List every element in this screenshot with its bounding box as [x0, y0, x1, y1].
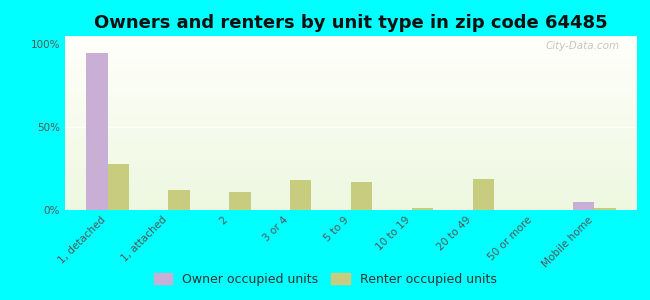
- Bar: [65, 51, 637, 53]
- Bar: [65, 160, 637, 162]
- Bar: [65, 123, 637, 125]
- Bar: [65, 80, 637, 82]
- Bar: [65, 184, 637, 186]
- Bar: [65, 38, 637, 40]
- Bar: [65, 177, 637, 179]
- Bar: [65, 149, 637, 151]
- Bar: [65, 132, 637, 134]
- Bar: [65, 169, 637, 171]
- Bar: [65, 199, 637, 201]
- Bar: [65, 108, 637, 110]
- Bar: [65, 82, 637, 84]
- Bar: [65, 203, 637, 206]
- Bar: [65, 121, 637, 123]
- Bar: [65, 99, 637, 101]
- Bar: [65, 118, 637, 121]
- Bar: [65, 206, 637, 208]
- Bar: [65, 145, 637, 147]
- Bar: [65, 179, 637, 182]
- Bar: [108, 164, 129, 210]
- Bar: [65, 88, 637, 90]
- Bar: [65, 86, 637, 88]
- Bar: [65, 162, 637, 164]
- Bar: [65, 116, 637, 119]
- Bar: [65, 90, 637, 92]
- Bar: [65, 201, 637, 203]
- Bar: [351, 182, 372, 210]
- Bar: [65, 58, 637, 60]
- Bar: [65, 190, 637, 193]
- Bar: [65, 171, 637, 173]
- Bar: [65, 71, 637, 73]
- Bar: [65, 40, 637, 43]
- Bar: [65, 92, 637, 95]
- Bar: [65, 134, 637, 136]
- Bar: [65, 158, 637, 160]
- Bar: [65, 110, 637, 112]
- Bar: [65, 156, 637, 158]
- Bar: [65, 45, 637, 47]
- Text: City-Data.com: City-Data.com: [546, 41, 620, 51]
- Bar: [65, 101, 637, 104]
- Bar: [65, 125, 637, 127]
- Bar: [65, 147, 637, 149]
- Bar: [65, 103, 637, 106]
- Bar: [65, 208, 637, 210]
- Bar: [229, 192, 251, 210]
- Bar: [65, 62, 637, 64]
- Bar: [65, 153, 637, 156]
- Bar: [65, 173, 637, 175]
- Bar: [65, 136, 637, 138]
- Bar: [412, 208, 433, 210]
- Bar: [573, 202, 594, 210]
- Bar: [65, 53, 637, 56]
- Bar: [65, 197, 637, 199]
- Bar: [65, 188, 637, 190]
- Bar: [65, 36, 637, 38]
- Bar: [65, 73, 637, 75]
- Bar: [65, 114, 637, 116]
- Bar: [168, 190, 190, 210]
- Title: Owners and renters by unit type in zip code 64485: Owners and renters by unit type in zip c…: [94, 14, 608, 32]
- Bar: [65, 84, 637, 86]
- Legend: Owner occupied units, Renter occupied units: Owner occupied units, Renter occupied un…: [148, 268, 502, 291]
- Bar: [65, 130, 637, 132]
- Bar: [65, 60, 637, 62]
- Bar: [65, 167, 637, 169]
- Bar: [65, 142, 637, 145]
- Bar: [594, 208, 616, 210]
- Bar: [65, 97, 637, 99]
- Bar: [65, 164, 637, 166]
- Bar: [65, 138, 637, 140]
- Bar: [65, 193, 637, 195]
- Bar: [65, 75, 637, 77]
- Bar: [65, 43, 637, 45]
- Bar: [65, 182, 637, 184]
- Bar: [86, 52, 108, 210]
- Bar: [65, 69, 637, 71]
- Bar: [65, 67, 637, 69]
- Bar: [65, 195, 637, 197]
- Bar: [65, 151, 637, 154]
- Bar: [290, 180, 311, 210]
- Bar: [65, 186, 637, 188]
- Bar: [473, 178, 494, 210]
- Bar: [65, 47, 637, 49]
- Bar: [65, 56, 637, 58]
- Bar: [65, 140, 637, 142]
- Bar: [65, 95, 637, 97]
- Bar: [65, 77, 637, 80]
- Bar: [65, 49, 637, 51]
- Bar: [65, 175, 637, 177]
- Bar: [65, 127, 637, 130]
- Bar: [65, 112, 637, 114]
- Bar: [65, 106, 637, 108]
- Bar: [65, 64, 637, 67]
